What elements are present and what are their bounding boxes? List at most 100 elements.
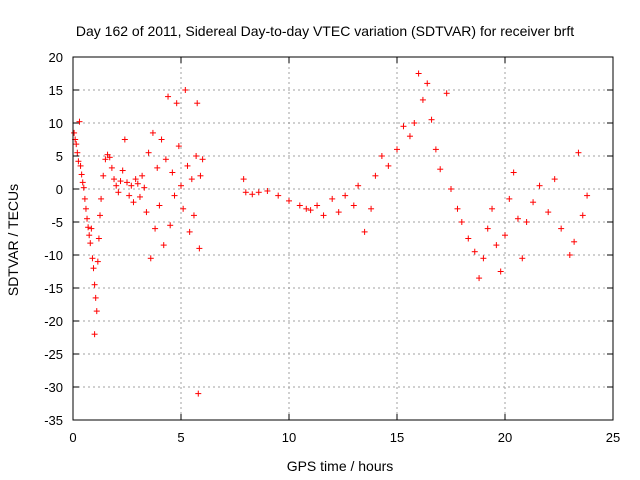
data-point — [106, 154, 113, 161]
data-point — [139, 172, 146, 179]
data-point — [136, 193, 143, 200]
data-point — [342, 192, 349, 199]
data-point — [307, 207, 314, 214]
data-point — [536, 182, 543, 189]
data-point — [329, 195, 336, 202]
data-point — [111, 176, 118, 183]
data-point — [143, 209, 150, 216]
data-point — [182, 87, 189, 93]
data-point — [428, 116, 435, 123]
x-tick-label: 0 — [69, 430, 76, 445]
data-point — [100, 172, 107, 179]
data-point — [264, 187, 271, 194]
data-point — [355, 182, 362, 189]
data-point — [188, 176, 195, 183]
data-point — [160, 242, 167, 249]
data-point — [335, 209, 342, 216]
data-point — [320, 212, 327, 219]
data-point — [385, 162, 392, 169]
data-point — [368, 205, 375, 212]
data-point — [119, 167, 126, 174]
data-point — [121, 136, 128, 143]
data-point — [180, 205, 187, 212]
data-point — [76, 118, 83, 125]
data-point — [242, 189, 249, 196]
y-tick-label: 5 — [56, 149, 63, 164]
data-point — [579, 212, 586, 219]
x-tick-label: 15 — [390, 430, 404, 445]
data-point — [510, 169, 517, 176]
data-point — [91, 331, 98, 338]
data-point — [497, 268, 504, 275]
data-point — [81, 195, 88, 202]
data-point — [406, 133, 413, 140]
data-point — [400, 123, 407, 130]
data-point — [275, 192, 282, 199]
data-point — [117, 178, 124, 185]
data-point — [372, 172, 379, 179]
y-tick-label: -25 — [44, 347, 63, 362]
data-point — [75, 158, 82, 165]
data-point — [514, 215, 521, 222]
data-point — [97, 212, 103, 219]
data-point — [154, 164, 161, 171]
grid-lines — [73, 57, 613, 420]
data-point — [575, 149, 582, 156]
data-point — [476, 275, 483, 282]
data-point — [165, 93, 172, 100]
data-point — [350, 202, 357, 209]
data-point — [502, 232, 508, 239]
data-point — [506, 195, 513, 202]
data-point — [73, 141, 80, 148]
data-point — [84, 215, 91, 222]
data-point — [147, 255, 154, 262]
data-point — [149, 129, 156, 136]
data-point — [158, 136, 165, 143]
data-point — [465, 235, 472, 242]
data-point — [480, 255, 487, 262]
data-point — [178, 182, 184, 189]
data-point — [93, 308, 100, 315]
data-point — [454, 205, 461, 212]
data-point — [195, 390, 202, 397]
data-point — [489, 205, 496, 212]
data-point — [126, 192, 133, 199]
y-tick-label: -35 — [44, 413, 63, 428]
data-point — [255, 189, 262, 196]
data-point — [141, 184, 148, 191]
data-point — [566, 252, 573, 258]
data-point — [169, 169, 176, 176]
x-axis-label: GPS time / hours — [287, 458, 394, 474]
data-point — [458, 219, 465, 225]
data-point — [156, 202, 163, 209]
y-tick-label: 0 — [56, 182, 63, 197]
y-tick-label: -10 — [44, 248, 63, 263]
data-points — [71, 70, 591, 397]
data-point — [286, 197, 292, 204]
data-point — [98, 195, 105, 202]
data-point — [82, 205, 89, 212]
data-point — [303, 205, 310, 212]
data-point — [419, 96, 426, 103]
data-point — [162, 156, 169, 163]
data-point — [77, 162, 84, 169]
y-tick-label: 10 — [49, 116, 63, 131]
data-point — [199, 156, 206, 163]
data-point — [519, 255, 526, 262]
data-point — [87, 240, 94, 247]
y-tick-label: -20 — [44, 314, 63, 329]
plot-frame — [72, 56, 614, 421]
data-point — [240, 176, 247, 183]
axis-ticks — [72, 56, 614, 421]
data-point — [184, 162, 191, 169]
x-tick-label: 10 — [282, 430, 296, 445]
data-point — [90, 265, 97, 272]
y-tick-labels: 20 15 10 5 0 -5 -10 -15 -20 -25 -30 -35 — [44, 50, 63, 428]
data-point — [197, 172, 204, 179]
data-point — [448, 186, 454, 192]
data-point — [523, 219, 530, 225]
data-point — [113, 182, 120, 189]
data-point — [108, 164, 115, 171]
data-point — [152, 225, 159, 232]
data-point — [175, 143, 182, 150]
